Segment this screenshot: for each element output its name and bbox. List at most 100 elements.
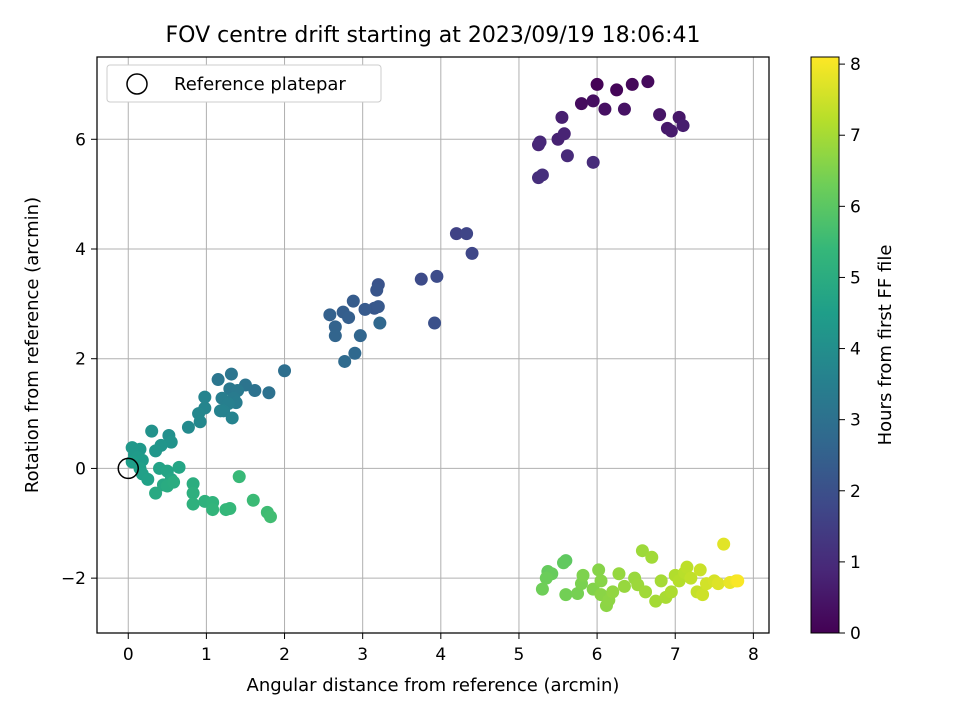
- data-point: [225, 411, 239, 425]
- colorbar: 0 1 2 3 4 5 6 7 8 Hours from first FF file: [810, 55, 896, 644]
- data-point: [353, 329, 367, 343]
- data-point: [371, 300, 385, 314]
- colorbar-ticks: 0 1 2 3 4 5 6 7 8: [839, 55, 861, 644]
- colorbar-tick-label: 1: [850, 553, 861, 573]
- data-point: [145, 424, 159, 438]
- data-point: [654, 574, 668, 588]
- y-tick-label: 0: [75, 459, 86, 479]
- data-point: [639, 585, 653, 599]
- colorbar-tick-label: 8: [850, 55, 861, 75]
- data-point: [557, 127, 571, 141]
- data-point: [535, 168, 549, 182]
- colorbar-title: Hours from first FF file: [875, 245, 896, 446]
- colorbar-tick-label: 4: [850, 340, 861, 360]
- data-point: [653, 108, 667, 122]
- data-point: [358, 302, 372, 316]
- legend: Reference platepar: [106, 64, 382, 103]
- x-tick-label: 1: [201, 645, 212, 665]
- data-point: [263, 510, 277, 524]
- y-tick-label: 6: [75, 130, 86, 150]
- colorbar-tick-label: 6: [850, 197, 861, 217]
- data-point: [664, 124, 678, 138]
- data-point: [641, 75, 655, 89]
- data-point: [181, 420, 195, 434]
- data-point: [574, 97, 588, 111]
- chart-title: FOV centre drift starting at 2023/09/19 …: [166, 23, 701, 48]
- colorbar-tick-label: 5: [850, 268, 861, 288]
- data-point: [213, 404, 227, 418]
- data-point: [571, 587, 585, 601]
- data-point: [465, 246, 479, 260]
- data-point: [617, 579, 631, 593]
- data-point: [664, 585, 678, 599]
- data-point: [167, 475, 181, 489]
- colorbar-gradient: [810, 56, 840, 634]
- data-point: [533, 135, 547, 149]
- x-tick-label: 8: [748, 645, 759, 665]
- x-tick-label: 3: [357, 645, 368, 665]
- data-point: [696, 588, 710, 602]
- data-point: [193, 415, 207, 429]
- x-tick-label: 7: [670, 645, 681, 665]
- data-point: [278, 364, 292, 378]
- data-point: [560, 149, 574, 163]
- data-point: [586, 94, 600, 108]
- data-point: [414, 272, 428, 286]
- data-point: [731, 574, 745, 588]
- data-point: [223, 501, 237, 515]
- colorbar-tick-label: 3: [850, 411, 861, 431]
- data-point: [610, 83, 624, 97]
- plot-frame: [96, 56, 770, 634]
- data-point: [370, 283, 384, 297]
- data-point: [449, 227, 463, 241]
- data-point: [649, 594, 663, 608]
- data-point: [590, 77, 604, 91]
- data-point: [556, 556, 570, 570]
- legend-label: Reference platepar: [174, 74, 346, 95]
- legend-reference-marker: [126, 73, 148, 95]
- y-axis-title: Rotation from reference (arcmin): [22, 197, 43, 493]
- data-point: [346, 294, 360, 308]
- x-tick-label: 2: [279, 645, 290, 665]
- data-point: [676, 119, 690, 133]
- data-point: [248, 384, 262, 398]
- data-point: [232, 470, 246, 484]
- data-point: [535, 582, 549, 596]
- data-point: [430, 269, 444, 283]
- scatter-points: [125, 75, 745, 613]
- data-point: [323, 308, 337, 322]
- data-point: [594, 574, 608, 588]
- y-tick-label: 2: [75, 350, 86, 370]
- x-tick-label: 6: [592, 645, 603, 665]
- reference-point: [117, 457, 140, 480]
- data-point: [149, 486, 163, 500]
- y-tick-label: −2: [61, 569, 86, 589]
- data-point: [680, 560, 694, 574]
- data-point: [186, 497, 200, 511]
- data-point: [576, 568, 590, 582]
- x-axis-title: Angular distance from reference (arcmin): [247, 675, 620, 696]
- data-point: [612, 567, 626, 581]
- data-point: [598, 102, 612, 116]
- data-point: [141, 472, 155, 486]
- reference-marker: [117, 457, 140, 480]
- x-tick-label: 4: [435, 645, 446, 665]
- data-point: [645, 550, 659, 564]
- x-tick-label: 0: [123, 645, 134, 665]
- data-point: [635, 544, 649, 558]
- data-point: [625, 77, 639, 91]
- data-point: [186, 477, 200, 491]
- data-point: [246, 493, 260, 507]
- data-point: [186, 486, 200, 500]
- data-point: [606, 585, 620, 599]
- data-point: [460, 227, 474, 241]
- data-point: [592, 563, 606, 577]
- data-point: [717, 537, 731, 551]
- y-axis-ticks: −2 0 2 4 6: [61, 130, 97, 589]
- data-point: [373, 316, 387, 330]
- y-tick-label: 4: [75, 240, 86, 260]
- x-tick-label: 5: [514, 645, 525, 665]
- data-point: [172, 460, 186, 474]
- legend-box: [106, 64, 382, 103]
- data-point: [428, 316, 442, 330]
